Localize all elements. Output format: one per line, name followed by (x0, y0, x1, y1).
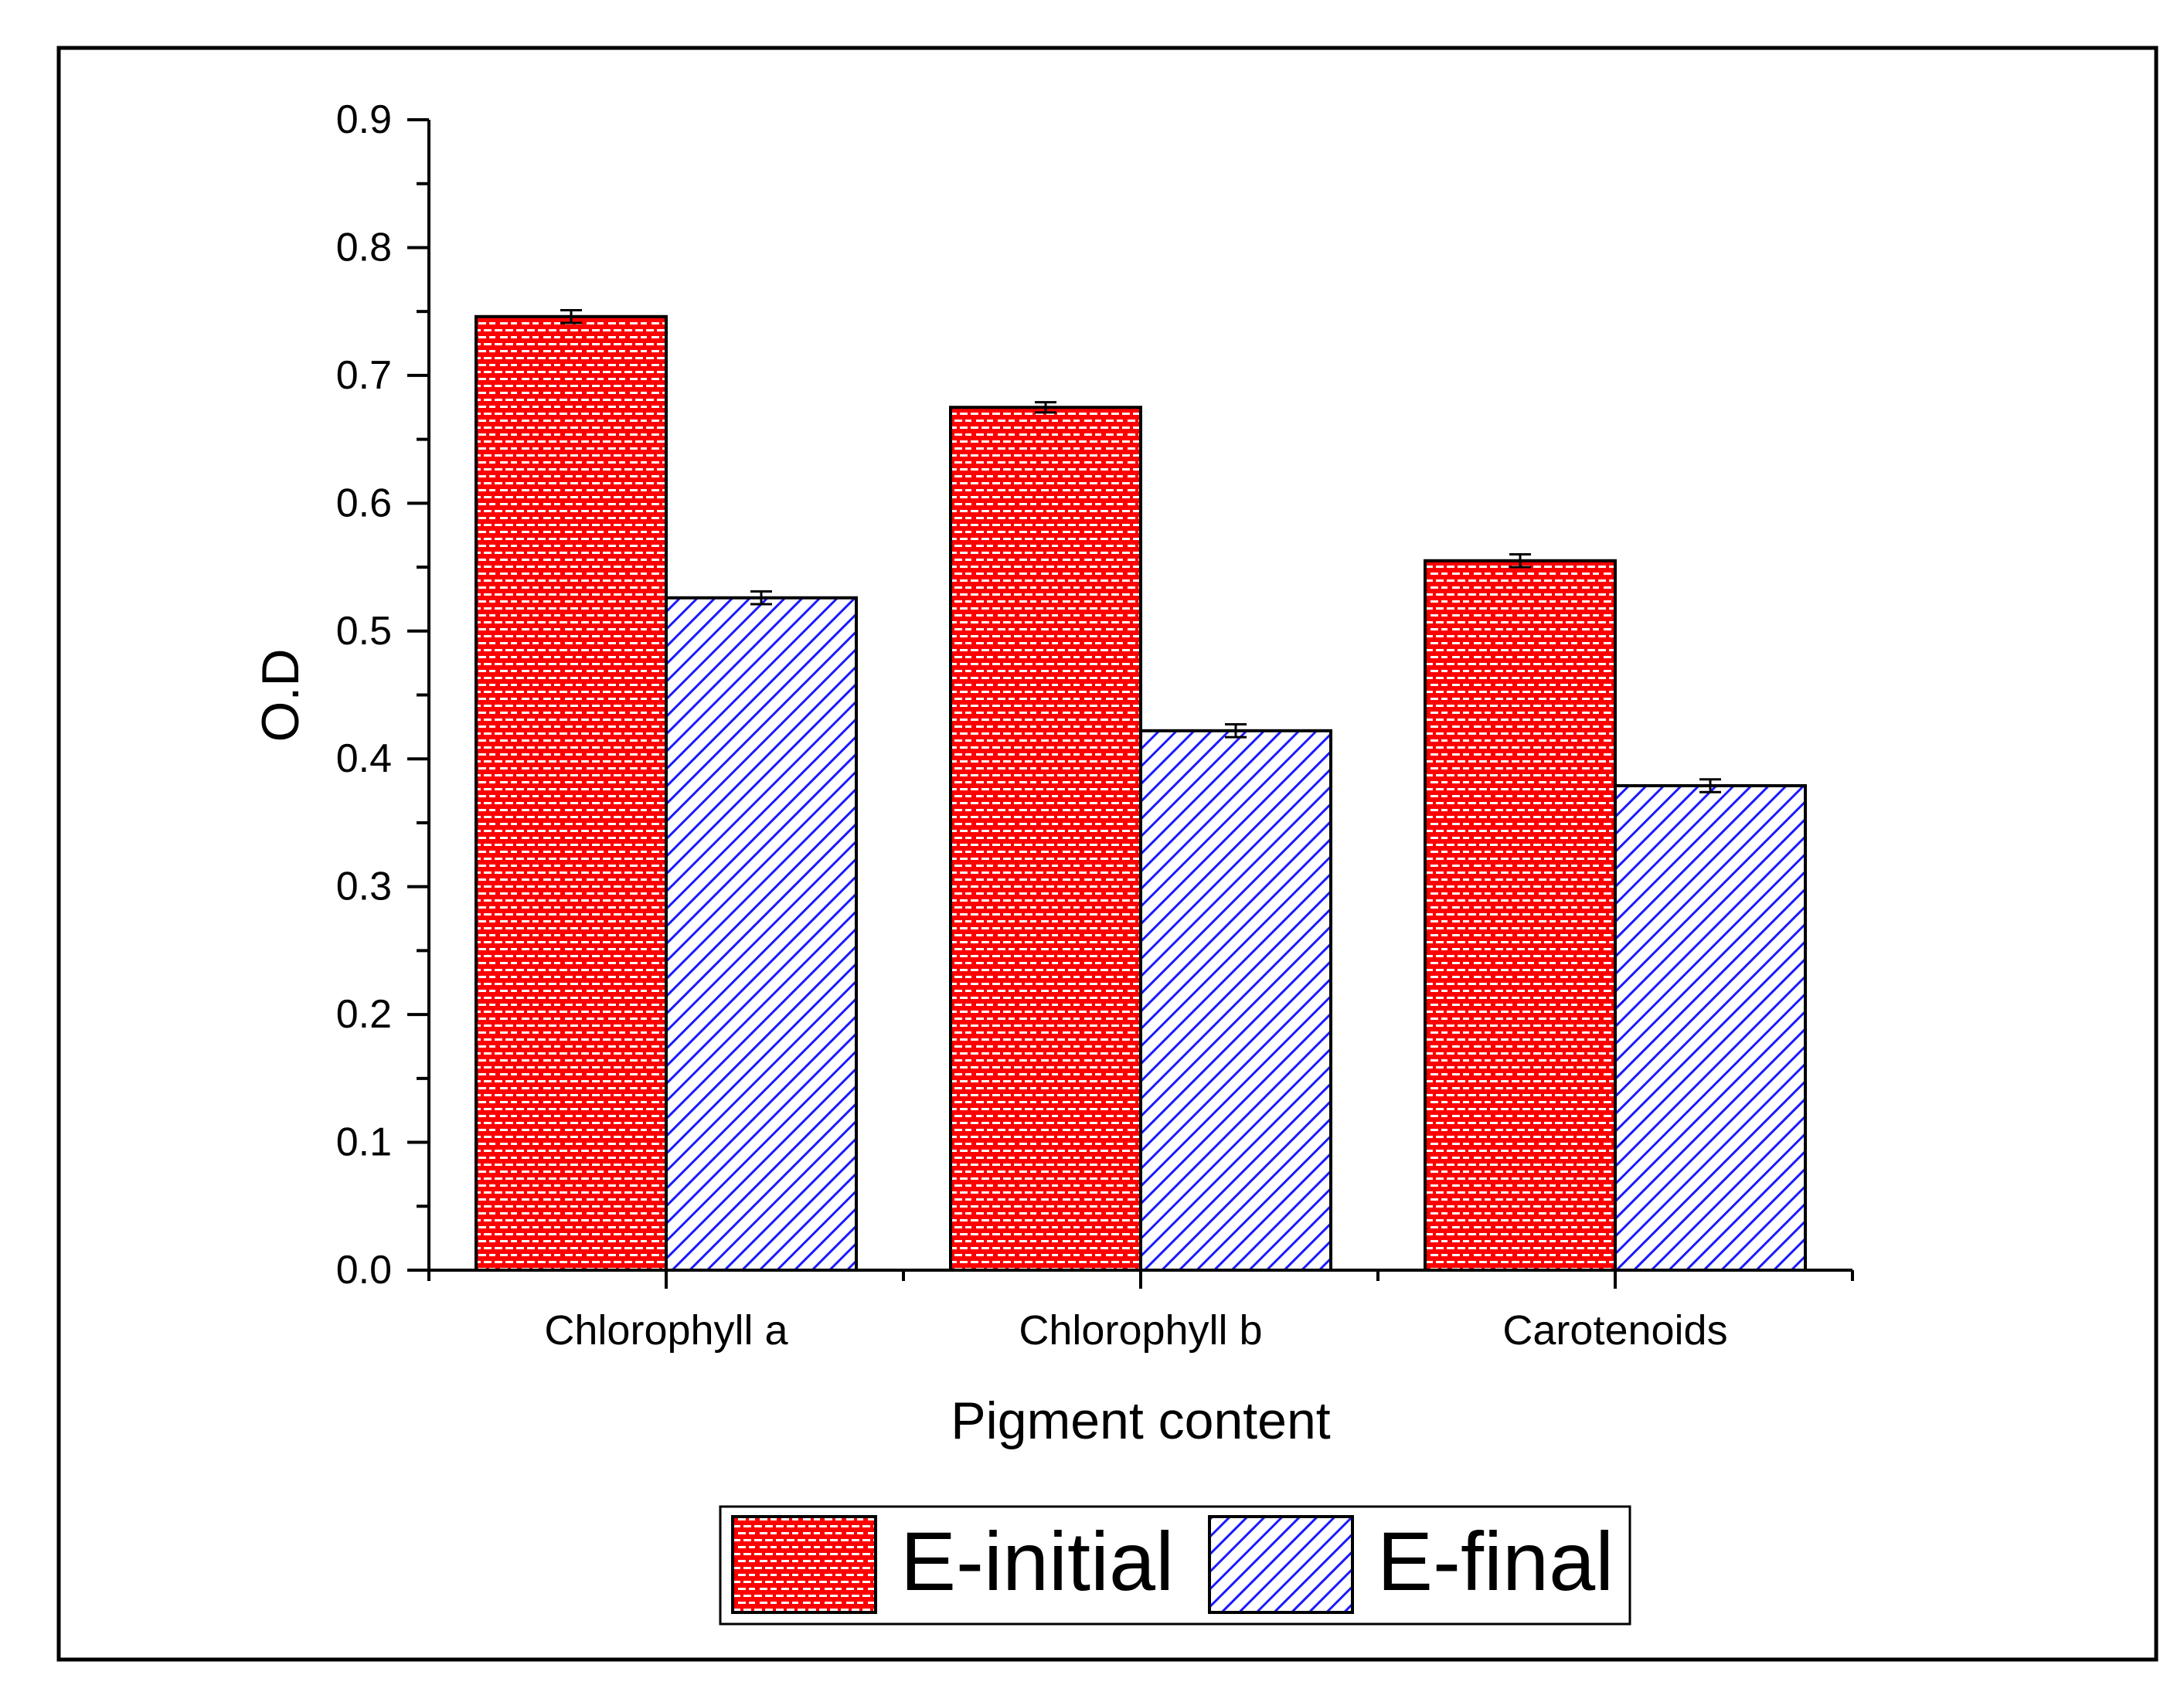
legend-swatch-e-final (1208, 1515, 1354, 1614)
legend-swatch-e-initial (731, 1515, 877, 1614)
bar-e-final-2 (1614, 783, 1807, 1272)
x-tick-label: Carotenoids (1502, 1307, 1727, 1354)
y-tick-label: 0.2 (336, 992, 392, 1037)
bar-e-final-0 (665, 596, 858, 1272)
y-tick-label: 0.0 (336, 1248, 392, 1293)
error-bars (560, 309, 1721, 793)
y-axis-label: O.D (251, 649, 310, 742)
legend-label-e-initial: E-initial (900, 1514, 1174, 1608)
x-tick-label: Chlorophyll a (544, 1307, 788, 1354)
y-tick-label: 0.1 (336, 1120, 392, 1165)
y-ticks: 0.0 0.1 0.2 0.3 0.4 0.5 0.6 0.7 0.8 0.9 (336, 97, 429, 1293)
y-tick-label: 0.3 (336, 865, 392, 909)
legend: E-initial E-final (719, 1505, 1631, 1626)
legend-label-e-final: E-final (1377, 1514, 1614, 1608)
bar-e-final-1 (1139, 729, 1332, 1272)
y-tick-label: 0.7 (336, 353, 392, 398)
bar-e-initial-2 (1424, 559, 1617, 1272)
x-tick-label: Chlorophyll b (1019, 1307, 1262, 1354)
y-tick-label: 0.5 (336, 609, 392, 654)
bar-e-initial-0 (475, 314, 668, 1272)
x-axis-label: Pigment content (951, 1391, 1331, 1450)
y-tick-label: 0.6 (336, 481, 392, 525)
figure-frame (56, 46, 2158, 1662)
x-ticks: Chlorophyll a Chlorophyll b Carotenoids (427, 1270, 1854, 1354)
y-tick-label: 0.8 (336, 225, 392, 270)
y-tick-label: 0.4 (336, 736, 392, 781)
bar-e-initial-1 (949, 406, 1142, 1272)
bars (475, 314, 1807, 1272)
y-tick-label: 0.9 (336, 97, 392, 142)
